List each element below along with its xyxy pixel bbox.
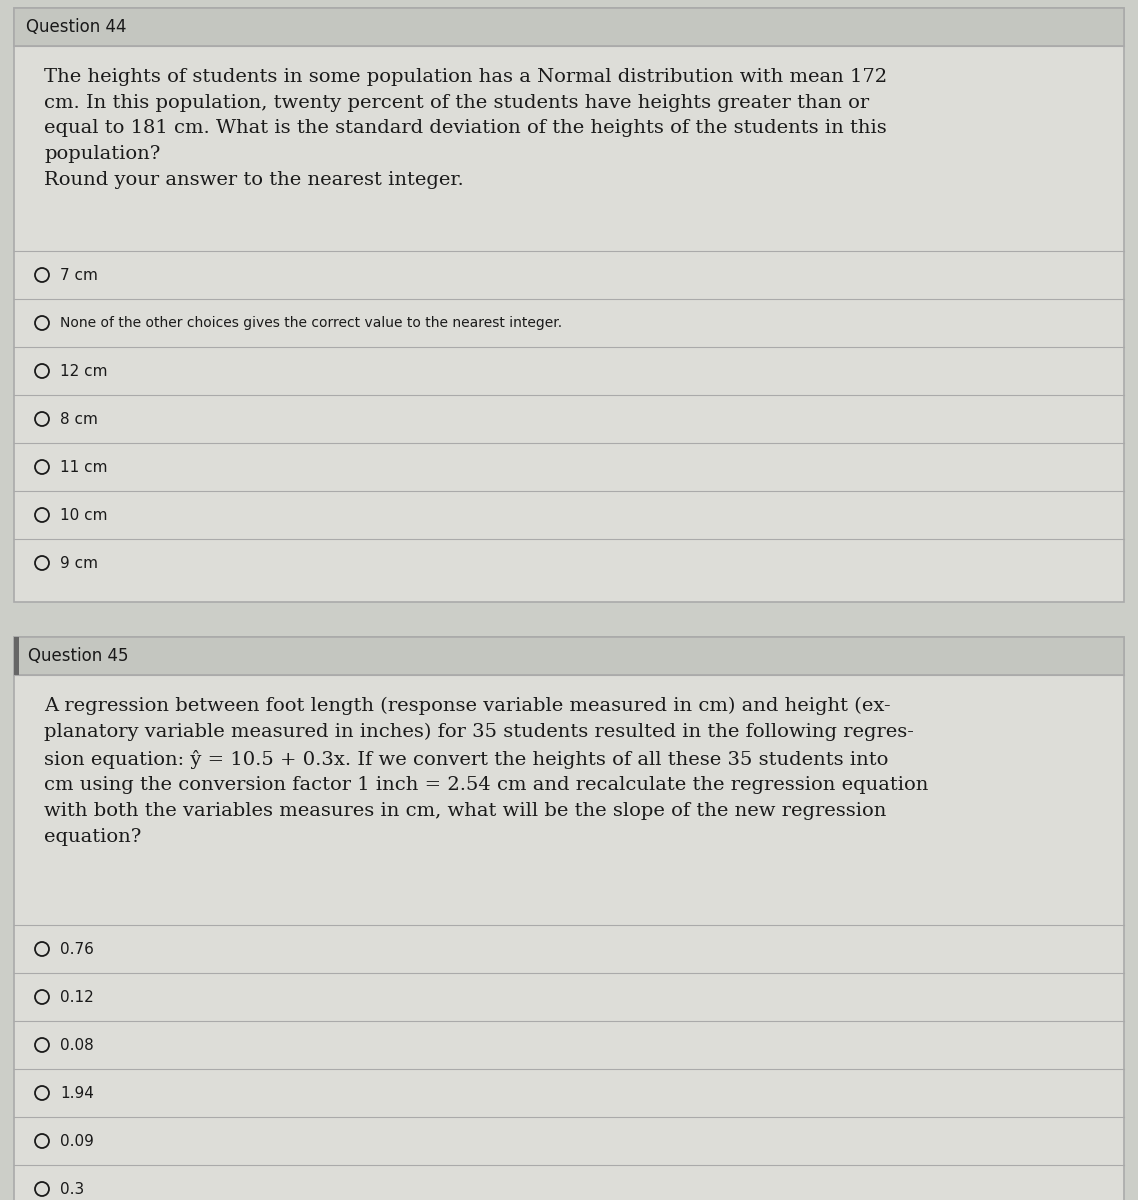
- Bar: [14, 637, 1124, 674]
- Text: 11 cm: 11 cm: [60, 460, 107, 474]
- Text: 12 cm: 12 cm: [60, 364, 107, 378]
- Bar: [14, 637, 1124, 1200]
- Text: The heights of students in some population has a Normal distribution with mean 1: The heights of students in some populati…: [44, 68, 888, 188]
- Text: 7 cm: 7 cm: [60, 268, 98, 282]
- Text: A regression between foot length (response variable measured in cm) and height (: A regression between foot length (respon…: [44, 697, 929, 846]
- Text: 0.08: 0.08: [60, 1038, 93, 1052]
- Bar: [14, 8, 1124, 602]
- Bar: [14, 8, 1124, 46]
- Text: Question 44: Question 44: [26, 18, 126, 36]
- Text: Question 45: Question 45: [28, 647, 129, 665]
- Text: 9 cm: 9 cm: [60, 556, 98, 570]
- Text: 0.09: 0.09: [60, 1134, 93, 1148]
- Text: 0.12: 0.12: [60, 990, 93, 1004]
- Text: 0.76: 0.76: [60, 942, 93, 956]
- Bar: [14, 637, 19, 674]
- Text: 1.94: 1.94: [60, 1086, 93, 1100]
- Text: 10 cm: 10 cm: [60, 508, 107, 522]
- Text: 0.3: 0.3: [60, 1182, 84, 1196]
- Text: 8 cm: 8 cm: [60, 412, 98, 426]
- Text: None of the other choices gives the correct value to the nearest integer.: None of the other choices gives the corr…: [60, 316, 562, 330]
